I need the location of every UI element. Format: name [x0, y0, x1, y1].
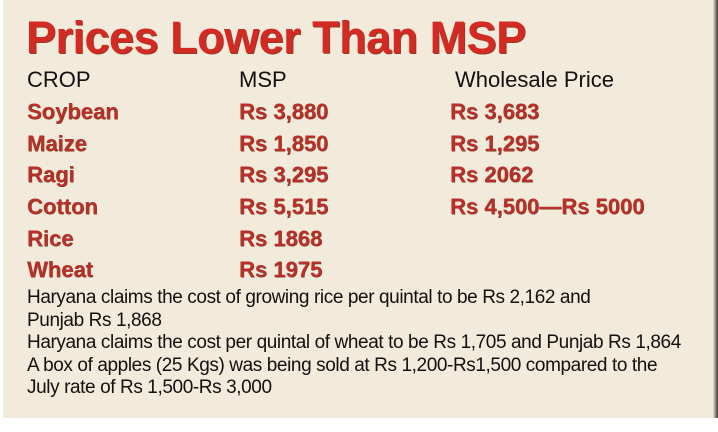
msp-value: Rs 1868	[239, 226, 323, 251]
crop-name: Soybean	[27, 99, 119, 124]
msp-value: Rs 3,880	[239, 99, 329, 124]
infographic-title: Prices Lower Than MSP	[26, 12, 526, 63]
header-msp: MSP	[239, 67, 287, 92]
crop-name: Ragi	[27, 162, 75, 187]
header-wholesale-price: Wholesale Price	[455, 67, 614, 92]
panel-edge	[713, 0, 718, 418]
note-line: A box of apples (25 Kgs) was being sold …	[27, 354, 658, 376]
msp-value: Rs 3,295	[239, 162, 329, 187]
header-crop: CROP	[27, 67, 91, 92]
crop-name: Rice	[27, 226, 74, 251]
crop-name: Cotton	[27, 194, 98, 219]
wholesale-value: Rs 2062	[450, 162, 534, 187]
wholesale-value: Rs 3,683	[450, 99, 540, 124]
crop-name: Wheat	[27, 257, 93, 282]
note-line: Haryana claims the cost of growing rice …	[27, 287, 591, 308]
infographic-panel	[3, 0, 713, 418]
note-line: Punjab Rs 1,868	[27, 309, 162, 331]
msp-value: Rs 1975	[239, 257, 323, 282]
crop-name: Maize	[27, 131, 87, 156]
msp-value: Rs 1,850	[239, 131, 329, 156]
note-line: Haryana claims the cost per quintal of w…	[27, 332, 681, 353]
note-line: July rate of Rs 1,500-Rs 3,000	[27, 377, 272, 398]
msp-value: Rs 5,515	[239, 194, 329, 219]
wholesale-value: Rs 1,295	[450, 131, 540, 156]
wholesale-value: Rs 4,500—Rs 5000	[450, 194, 645, 219]
notes-block: Haryana claims the cost of growing rice …	[27, 287, 717, 400]
